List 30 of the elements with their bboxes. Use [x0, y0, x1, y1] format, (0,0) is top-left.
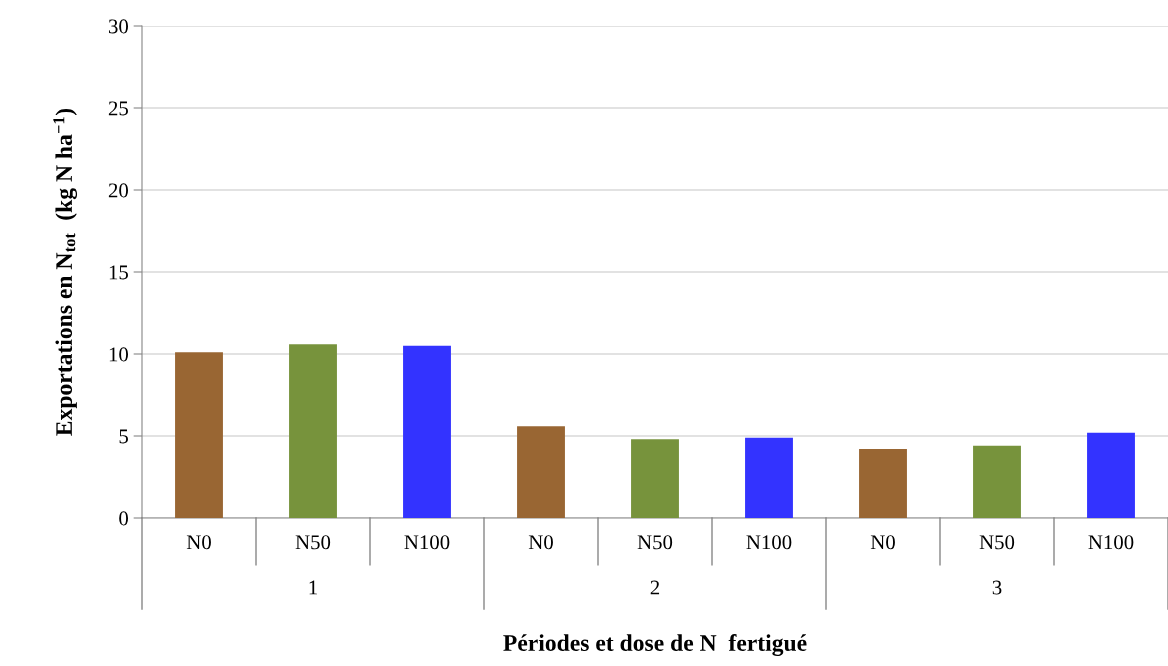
- bar: [859, 449, 907, 518]
- y-tick-label: 0: [119, 511, 129, 526]
- x-tick-label: N0: [186, 535, 211, 550]
- bar: [631, 439, 679, 518]
- y-tick-label: 15: [109, 265, 128, 280]
- y-axis-title: Exportations en N$_{tot}$ (kg N ha$^{−1}$): [53, 108, 78, 436]
- bar: [745, 437, 793, 518]
- bar: [403, 345, 451, 518]
- text: 2: [650, 580, 660, 595]
- bar: [289, 344, 337, 518]
- x-tick-label: N50: [637, 535, 673, 550]
- y-tick-label: 30: [108, 19, 129, 34]
- y-tick-label: 20: [108, 183, 129, 198]
- bar: [175, 352, 223, 518]
- y-tick-label: 10: [109, 347, 129, 362]
- text: 1: [309, 580, 317, 595]
- x-axis-title: Périodes et dose de N fertigué: [503, 634, 807, 656]
- x-tick-label: N0: [870, 535, 895, 550]
- y-tick-label: 5: [119, 429, 128, 444]
- bar: [517, 426, 565, 518]
- y-tick-label: 25: [108, 101, 128, 116]
- x-tick-label: N50: [979, 535, 1015, 550]
- bar: [973, 445, 1021, 518]
- bar: [1087, 432, 1135, 518]
- x-tick-label: N100: [404, 535, 450, 550]
- x-tick-label: N100: [746, 535, 792, 550]
- x-tick-label: N0: [528, 535, 553, 550]
- text: 3: [992, 580, 1002, 595]
- x-tick-label: N100: [1088, 535, 1134, 550]
- x-tick-label: N50: [295, 535, 331, 550]
